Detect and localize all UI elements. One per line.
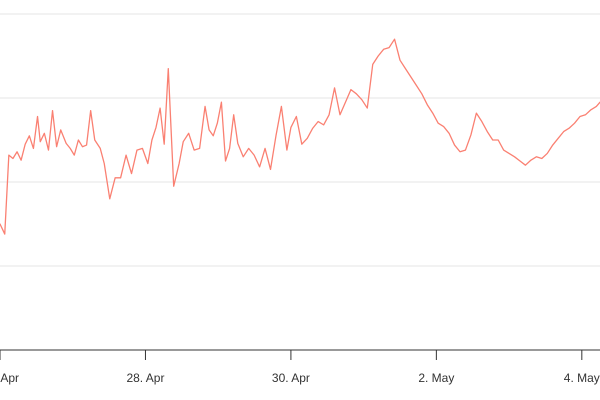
y-gridlines: [0, 13, 600, 267]
x-tick-label: 2. May: [418, 371, 454, 385]
x-tick-label: 30. Apr: [272, 371, 310, 385]
x-tick-label: 28. Apr: [126, 371, 164, 385]
x-tick-label: 26. Apr: [0, 371, 19, 385]
x-axis-ticks: 26. Apr 28. Apr 30. Apr 2. May 4. May: [0, 350, 600, 385]
series-line: [0, 38, 600, 235]
x-tick-label: 4. May: [564, 371, 600, 385]
